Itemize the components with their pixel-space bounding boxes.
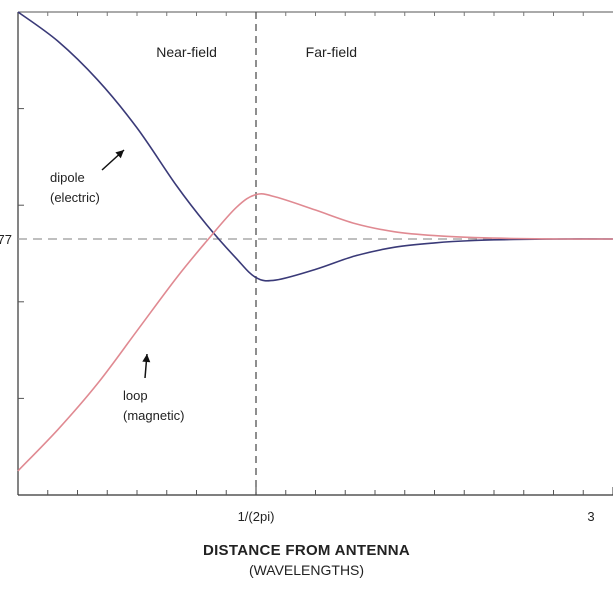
loop-annotation-line: loop <box>123 388 148 403</box>
chart-axes: 1/(2pi) 3 377 <box>0 11 613 524</box>
chart-labels: Near-field Far-field dipole (electric) loop (… <box>50 44 357 423</box>
loop-annotation-line: (magnetic) <box>123 408 184 423</box>
y-tick-label: 377 <box>0 232 12 247</box>
x-axis-label: DISTANCE FROM ANTENNA <box>202 542 411 559</box>
x-tick-label: 1/(2pi) <box>238 509 275 524</box>
loop-magnetic-series-line <box>17 193 613 472</box>
reference-lines <box>18 12 613 495</box>
near-field-label: Near-field <box>156 44 217 60</box>
loop-annotation: loop (magnetic) <box>123 388 184 423</box>
x-tick-label: 3 <box>587 509 594 524</box>
dipole-annotation-arrow-head <box>115 150 124 159</box>
x-axis-sublabel: (WAVELENGTHS) <box>248 562 365 578</box>
dipole-electric-series-line <box>17 11 613 282</box>
dipole-annotation-line: dipole <box>50 170 85 185</box>
dipole-annotation-line: (electric) <box>50 190 100 205</box>
dipole-annotation: dipole (electric) <box>50 170 100 205</box>
loop-annotation-arrow-head <box>142 354 151 363</box>
chart-series <box>17 11 613 472</box>
far-field-label: Far-field <box>306 44 357 60</box>
